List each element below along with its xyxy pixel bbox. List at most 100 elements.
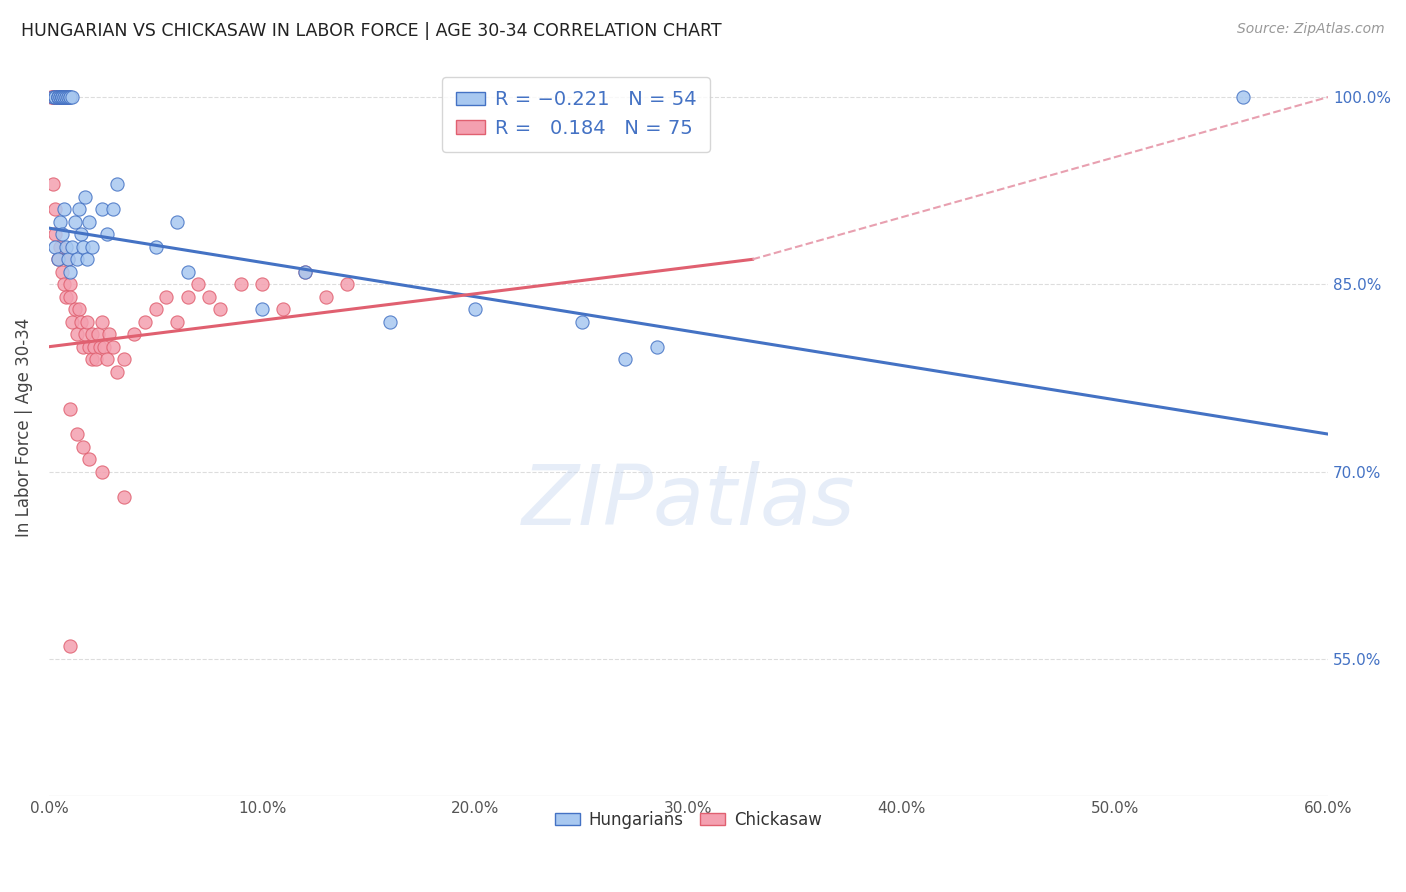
Point — [70, 227, 93, 242]
Point — [613, 352, 636, 367]
Point — [76, 315, 98, 329]
Point — [51, 90, 73, 104]
Point — [273, 302, 295, 317]
Point — [1232, 90, 1254, 104]
Point — [52, 202, 75, 217]
Point — [56, 252, 79, 267]
Point — [80, 327, 103, 342]
Point — [52, 90, 75, 104]
Point — [62, 240, 84, 254]
Point — [44, 90, 66, 104]
Point — [48, 90, 70, 104]
Point — [59, 90, 82, 104]
Point — [51, 90, 73, 104]
Point — [75, 190, 97, 204]
Point — [145, 240, 167, 254]
Point — [166, 315, 188, 329]
Point — [59, 402, 82, 417]
Point — [336, 277, 359, 292]
Point — [51, 227, 73, 242]
Point — [52, 90, 75, 104]
Point — [46, 252, 69, 267]
Point — [52, 90, 75, 104]
Point — [56, 252, 79, 267]
Point — [66, 327, 89, 342]
Point — [46, 90, 69, 104]
Point — [51, 90, 73, 104]
Point — [48, 90, 70, 104]
Point — [59, 640, 82, 654]
Point — [76, 252, 98, 267]
Point — [59, 265, 82, 279]
Point — [52, 90, 75, 104]
Point — [67, 302, 90, 317]
Point — [571, 315, 593, 329]
Point — [79, 452, 101, 467]
Point — [378, 315, 401, 329]
Point — [39, 90, 62, 104]
Point — [91, 465, 114, 479]
Point — [48, 240, 70, 254]
Legend: Hungarians, Chickasaw: Hungarians, Chickasaw — [548, 805, 828, 836]
Point — [48, 90, 70, 104]
Point — [62, 315, 84, 329]
Point — [79, 340, 101, 354]
Point — [105, 178, 128, 192]
Point — [48, 90, 70, 104]
Point — [176, 290, 198, 304]
Point — [72, 240, 94, 254]
Point — [91, 202, 114, 217]
Point — [176, 265, 198, 279]
Point — [80, 352, 103, 367]
Point — [122, 327, 145, 342]
Point — [55, 240, 77, 254]
Point — [96, 227, 118, 242]
Point — [55, 90, 77, 104]
Point — [72, 340, 94, 354]
Point — [46, 90, 69, 104]
Point — [44, 202, 66, 217]
Point — [87, 327, 110, 342]
Point — [46, 90, 69, 104]
Point — [44, 90, 66, 104]
Point — [101, 340, 124, 354]
Point — [46, 90, 69, 104]
Point — [145, 302, 167, 317]
Point — [79, 215, 101, 229]
Point — [48, 90, 70, 104]
Point — [62, 90, 84, 104]
Point — [97, 327, 120, 342]
Point — [229, 277, 252, 292]
Point — [56, 90, 79, 104]
Point — [51, 90, 73, 104]
Point — [52, 90, 75, 104]
Point — [51, 90, 73, 104]
Point — [187, 277, 209, 292]
Point — [198, 290, 221, 304]
Point — [59, 90, 82, 104]
Point — [56, 90, 79, 104]
Point — [84, 352, 107, 367]
Point — [112, 352, 135, 367]
Point — [42, 90, 65, 104]
Point — [55, 90, 77, 104]
Point — [51, 265, 73, 279]
Point — [44, 227, 66, 242]
Point — [44, 90, 66, 104]
Point — [250, 302, 273, 317]
Point — [112, 490, 135, 504]
Point — [93, 340, 115, 354]
Point — [59, 290, 82, 304]
Point — [42, 90, 65, 104]
Point — [166, 215, 188, 229]
Point — [101, 202, 124, 217]
Point — [294, 265, 316, 279]
Point — [83, 340, 105, 354]
Point — [44, 90, 66, 104]
Point — [645, 340, 668, 354]
Point — [63, 302, 86, 317]
Point — [44, 240, 66, 254]
Point — [89, 340, 111, 354]
Point — [91, 315, 114, 329]
Point — [44, 90, 66, 104]
